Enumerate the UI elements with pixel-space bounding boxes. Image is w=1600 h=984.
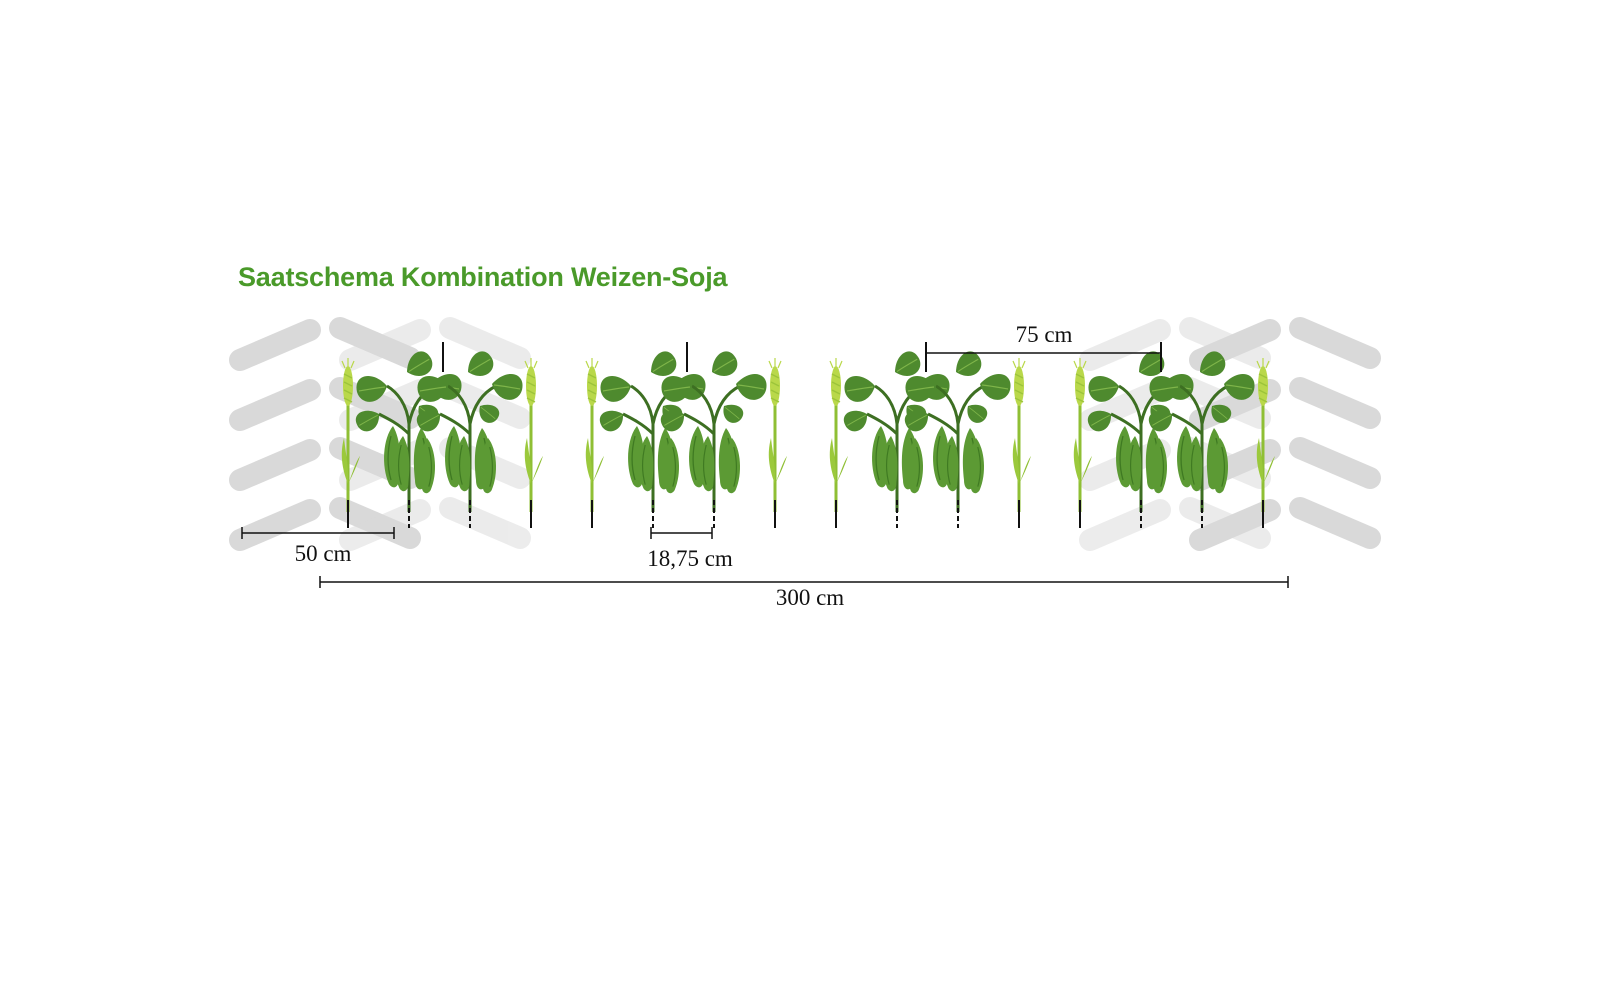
wheat-plant-icon xyxy=(1011,356,1033,514)
dimension-edge: 50 cm xyxy=(241,527,395,566)
soy-plant-icon xyxy=(597,347,705,512)
tire-track-right xyxy=(1189,317,1381,551)
diagram-title: Saatschema Kombination Weizen-Soja xyxy=(238,262,728,292)
tire-track-right-shadow xyxy=(1079,317,1271,551)
dimension-row-spacing: 18,75 cm xyxy=(647,527,733,571)
soy-plant-icon xyxy=(353,347,461,512)
tire-track-left-shadow xyxy=(339,317,531,551)
dimension-label-edge: 50 cm xyxy=(295,541,352,566)
wheat-plant-icon xyxy=(523,356,545,514)
dimension-label-total: 300 cm xyxy=(776,585,844,610)
soy-plant-icon xyxy=(841,347,949,512)
plant-rows xyxy=(340,347,1277,514)
dimension-soy-band: 75 cm xyxy=(925,322,1162,359)
dimension-label-soy-band: 75 cm xyxy=(1016,322,1073,347)
wheat-plant-icon xyxy=(584,356,606,514)
wheat-plant-icon xyxy=(767,356,789,514)
dimension-total: 300 cm xyxy=(319,576,1289,610)
soy-plant-icon xyxy=(1085,347,1193,512)
wheat-plant-icon xyxy=(828,356,850,514)
tire-track-left xyxy=(229,317,421,551)
row-markers xyxy=(347,342,1264,528)
dimension-label-row-spacing: 18,75 cm xyxy=(647,546,733,571)
